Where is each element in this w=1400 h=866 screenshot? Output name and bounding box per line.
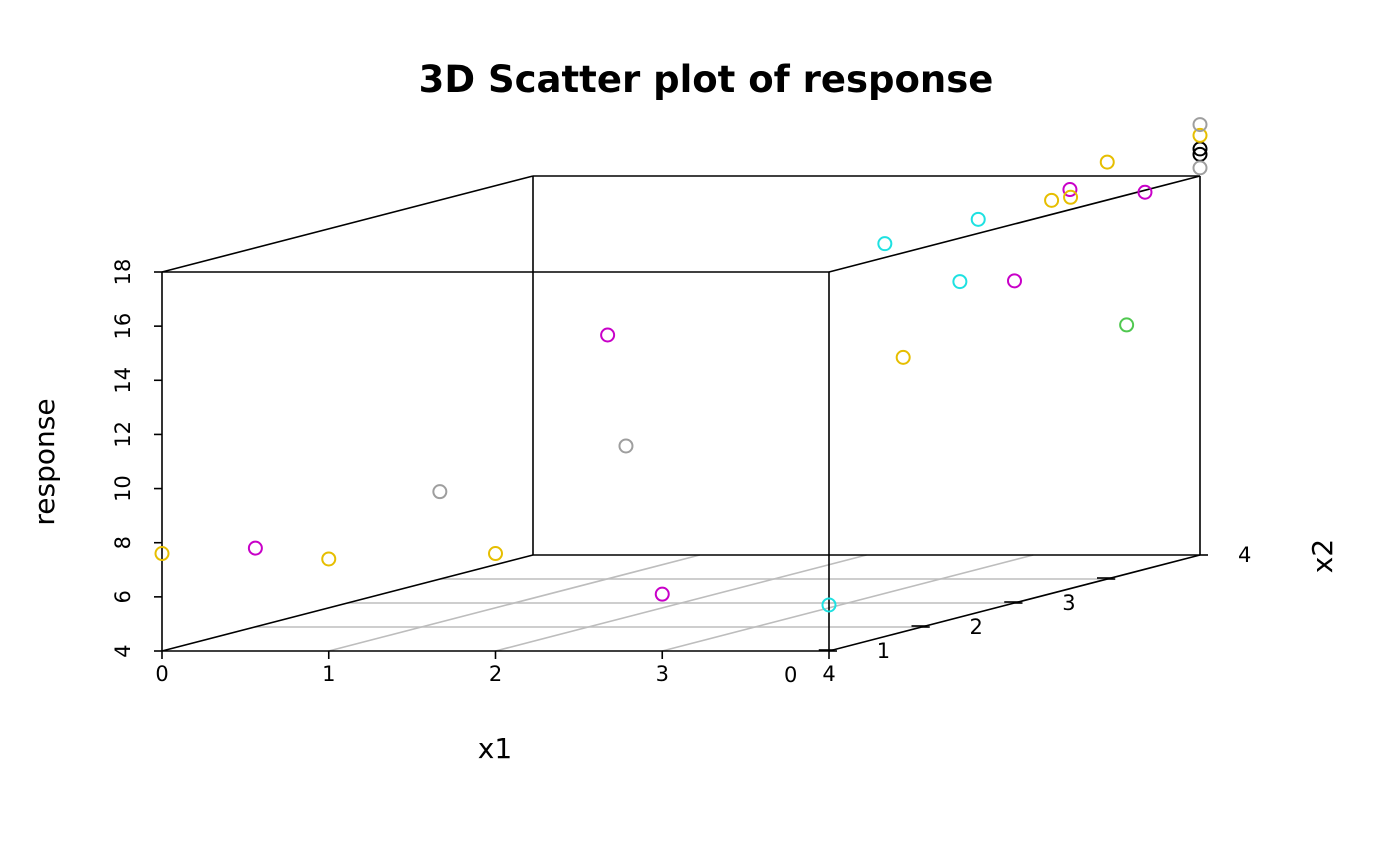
data-point (1062, 182, 1078, 198)
x2-tick-label: 3 (1062, 591, 1075, 615)
x-axis-label: x1 (478, 732, 512, 765)
response-tick-label: 6 (111, 590, 135, 603)
response-tick-label: 18 (111, 259, 135, 286)
chart-title: 3D Scatter plot of response (419, 58, 994, 101)
data-point (1192, 127, 1208, 143)
data-point (970, 211, 986, 227)
box-edge (161, 554, 534, 652)
data-point (1137, 184, 1153, 200)
data-point (321, 551, 337, 567)
data-point (247, 540, 263, 556)
response-tick-label: 8 (111, 536, 135, 549)
x1-axis: 0 1 2 3 4 (155, 651, 836, 686)
response-axis: 4 6 8 10 12 14 16 18 (111, 259, 162, 658)
x2-tick-label: 2 (970, 615, 983, 639)
data-point (877, 236, 893, 252)
data-point (1044, 192, 1060, 208)
x1-tick-label: 2 (489, 662, 502, 686)
box-edge (161, 175, 534, 273)
data-point (1063, 189, 1079, 205)
response-tick-label: 14 (111, 367, 135, 394)
z-axis-label: response (28, 398, 61, 525)
x2-axis-label: x2 (1306, 539, 1339, 573)
data-point (1099, 154, 1115, 170)
data-point (952, 274, 968, 290)
data-point (895, 349, 911, 365)
x1-tick-label: 0 (155, 662, 168, 686)
data-point (1192, 117, 1208, 133)
x1-tick-label: 1 (322, 662, 335, 686)
data-point (1119, 317, 1135, 333)
x1-tick-label: 3 (656, 662, 669, 686)
response-tick-label: 12 (111, 421, 135, 448)
response-tick-label: 4 (111, 644, 135, 657)
data-point (654, 586, 670, 602)
x2-tick-label: 0 (784, 663, 797, 687)
data-points (154, 117, 1208, 613)
response-tick-label: 10 (111, 475, 135, 502)
plot-box (161, 175, 1201, 652)
x2-tick-label: 4 (1238, 543, 1251, 567)
data-point (432, 484, 448, 500)
response-tick-label: 16 (111, 313, 135, 340)
data-point (821, 597, 837, 613)
x2-axis: 0 1 2 3 4 (784, 543, 1251, 687)
x1-tick-label: 4 (822, 662, 835, 686)
data-point (618, 438, 634, 454)
x2-tick-label: 1 (877, 639, 890, 663)
data-point (488, 546, 503, 562)
box-edge (828, 175, 1201, 273)
data-point (154, 546, 170, 562)
data-point (1192, 160, 1208, 176)
data-point (600, 327, 616, 343)
data-point (1007, 273, 1022, 289)
floor-grid (254, 554, 1108, 652)
